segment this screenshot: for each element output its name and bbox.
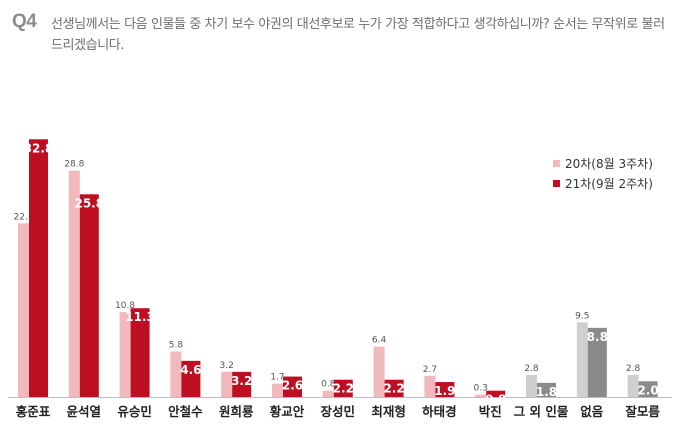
- value-label-series-a: 0.8: [321, 380, 336, 390]
- value-label-series-a: 6.4: [372, 336, 387, 346]
- bar-series-b: [283, 376, 302, 397]
- category-label: 황교안: [270, 404, 305, 419]
- bar-series-a: [475, 394, 487, 397]
- category-label: 최재형: [371, 404, 406, 419]
- value-label-series-b: 8.8: [587, 330, 608, 344]
- value-label-series-a: 2.8: [626, 364, 641, 374]
- value-label-series-b: 2.0: [637, 383, 658, 397]
- question-number: Q4: [12, 11, 37, 32]
- category-label: 윤석열: [67, 404, 102, 419]
- bar-series-b: [29, 139, 48, 398]
- legend-swatch: [553, 180, 560, 187]
- value-label-series-b: 11.3: [125, 310, 155, 324]
- bar-series-a: [272, 383, 283, 397]
- category-label: 안철수: [168, 404, 203, 419]
- value-label-series-a: 3.2: [220, 361, 234, 371]
- legend-label: 20차(8월 3주차): [565, 157, 653, 171]
- bar-series-a: [221, 371, 233, 397]
- category-label: 원희룡: [219, 404, 254, 419]
- value-label-series-a: 28.8: [64, 160, 84, 170]
- value-label-series-a: 22.1: [13, 212, 33, 222]
- value-label-series-b: 2.2: [333, 382, 354, 396]
- category-label: 홍준표: [16, 404, 51, 419]
- value-label-series-b: 32.8: [24, 141, 54, 155]
- value-label-series-b: 1.8: [536, 385, 557, 399]
- bar-series-a: [627, 375, 639, 397]
- value-label-series-a: 2.8: [524, 364, 539, 374]
- value-label-series-a: 0.3: [474, 384, 488, 394]
- value-label-series-b: 25.8: [74, 196, 104, 210]
- bar-series-a: [526, 375, 537, 397]
- value-label-series-b: 4.6: [180, 363, 201, 377]
- question-text: 선생님께서는 다음 인물들 중 차기 보수 야권의 대선후보로 누가 가장 적합…: [51, 17, 665, 53]
- bar-series-b: [537, 382, 556, 397]
- value-label-series-b: 1.9: [434, 384, 455, 398]
- value-label-series-a: 10.8: [115, 301, 135, 311]
- bar-series-a: [119, 312, 131, 397]
- bar-series-b: [435, 382, 455, 397]
- bar-series-b: [486, 390, 506, 397]
- legend-label: 21차(9월 2주차): [565, 177, 653, 191]
- bar-series-a: [68, 170, 80, 397]
- bar-series-b: [384, 379, 404, 397]
- value-label-series-b: 2.2: [383, 382, 404, 396]
- bar-series-a: [576, 322, 588, 397]
- value-label-series-a: 1.7: [270, 373, 284, 383]
- bar-series-b: [638, 381, 658, 397]
- legend-swatch: [553, 160, 560, 167]
- category-label: 장성민: [321, 404, 356, 419]
- category-label: 그 외 인물: [514, 404, 569, 419]
- bar-series-b: [587, 327, 607, 397]
- category-label: 하태경: [422, 404, 457, 419]
- bar-series-a: [170, 351, 182, 397]
- category-label: 잘모름: [625, 404, 660, 419]
- value-label-series-a: 5.8: [169, 340, 184, 350]
- bar-series-a: [424, 375, 436, 397]
- value-label-series-b: 3.2: [231, 374, 252, 388]
- value-label-series-a: 9.5: [575, 311, 589, 321]
- bar-series-b: [181, 360, 201, 397]
- bar-series-b: [333, 379, 353, 397]
- value-label-series-a: 2.7: [423, 365, 437, 375]
- value-label-series-b: 2.6: [282, 379, 303, 393]
- category-label: 박진: [479, 404, 502, 419]
- bar-series-a: [322, 390, 334, 397]
- category-label: 없음: [580, 404, 604, 419]
- value-label-series-b: 0.8: [485, 393, 506, 407]
- category-label: 유승민: [117, 404, 152, 419]
- bar-series-b: [79, 194, 99, 397]
- bar-series-b: [232, 371, 252, 397]
- bar-series-b: [130, 308, 150, 397]
- bar-series-a: [373, 346, 385, 397]
- bar-series-a: [18, 223, 29, 397]
